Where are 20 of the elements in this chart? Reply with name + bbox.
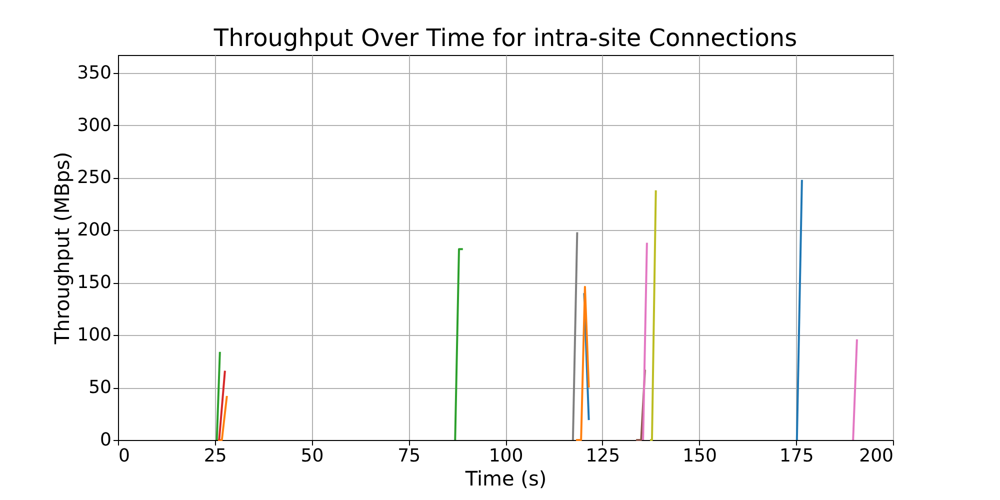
x-tick-label: 200 bbox=[859, 446, 894, 466]
x-tick-label: 50 bbox=[300, 446, 324, 466]
x-tick-label: 0 bbox=[118, 446, 130, 466]
x-tick-label: 175 bbox=[779, 446, 814, 466]
x-tick-label: 25 bbox=[204, 446, 227, 466]
x-tick-label: 75 bbox=[398, 446, 421, 466]
y-tick-label: 250 bbox=[77, 167, 112, 188]
x-axis-title: Time (s) bbox=[464, 466, 547, 490]
y-tick-label: 350 bbox=[77, 62, 112, 84]
y-tick-label: 300 bbox=[77, 114, 112, 136]
y-tick-label: 200 bbox=[77, 220, 112, 241]
y-tick-label: 150 bbox=[77, 272, 112, 294]
chart-title: Throughput Over Time for intra-site Connections bbox=[212, 24, 798, 52]
x-tick-label: 100 bbox=[488, 446, 524, 466]
x-tick-label: 125 bbox=[586, 446, 620, 466]
y-axis-title: Throughput (MBps) bbox=[50, 152, 74, 346]
y-tick-label: 100 bbox=[77, 324, 112, 346]
y-tick-label: 50 bbox=[88, 377, 112, 398]
x-tick-label: 150 bbox=[682, 446, 717, 466]
y-tick-label: 0 bbox=[100, 430, 112, 450]
